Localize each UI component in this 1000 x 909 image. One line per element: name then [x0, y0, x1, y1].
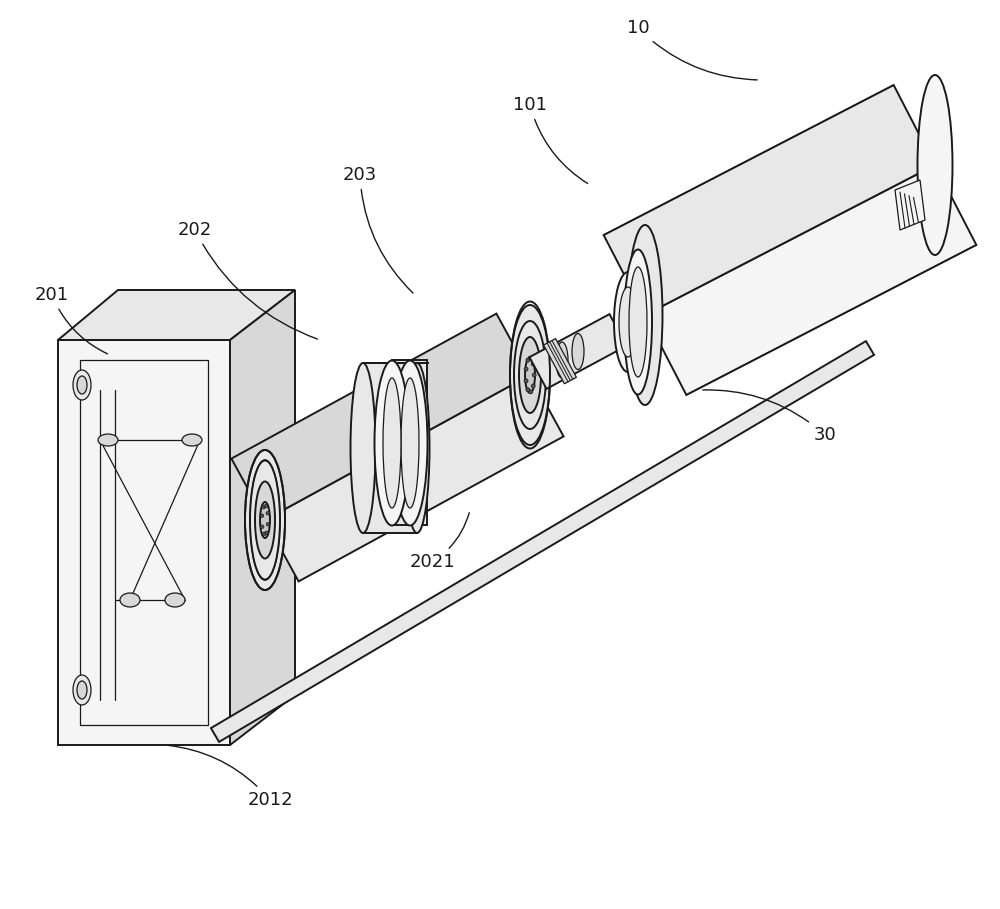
Polygon shape — [211, 341, 874, 742]
Ellipse shape — [73, 370, 91, 400]
Ellipse shape — [531, 362, 535, 366]
Polygon shape — [363, 363, 417, 533]
Ellipse shape — [262, 505, 265, 509]
Ellipse shape — [98, 434, 118, 446]
Polygon shape — [895, 180, 925, 230]
Text: 203: 203 — [343, 166, 413, 293]
Ellipse shape — [77, 681, 87, 699]
Ellipse shape — [529, 390, 533, 394]
Ellipse shape — [383, 378, 401, 508]
Ellipse shape — [374, 361, 410, 525]
Ellipse shape — [624, 249, 652, 395]
Polygon shape — [265, 375, 564, 582]
Polygon shape — [392, 360, 427, 525]
Ellipse shape — [524, 379, 528, 383]
Polygon shape — [58, 290, 295, 340]
Ellipse shape — [351, 363, 376, 533]
Ellipse shape — [532, 373, 536, 377]
Text: 2021: 2021 — [409, 513, 469, 571]
Text: 202: 202 — [178, 221, 317, 339]
Text: 10: 10 — [627, 19, 757, 80]
Ellipse shape — [265, 531, 268, 534]
Ellipse shape — [250, 461, 280, 580]
Ellipse shape — [262, 532, 266, 535]
Ellipse shape — [260, 514, 264, 517]
Polygon shape — [544, 338, 576, 384]
Polygon shape — [529, 315, 627, 389]
Polygon shape — [230, 290, 295, 745]
Ellipse shape — [255, 482, 275, 558]
Ellipse shape — [614, 272, 642, 372]
Polygon shape — [80, 360, 208, 725]
Ellipse shape — [526, 358, 530, 362]
Ellipse shape — [266, 523, 270, 526]
Ellipse shape — [629, 267, 647, 377]
Ellipse shape — [510, 305, 550, 445]
Polygon shape — [58, 340, 230, 745]
Ellipse shape — [531, 384, 535, 388]
Ellipse shape — [165, 593, 185, 607]
Ellipse shape — [401, 378, 419, 508]
Ellipse shape — [524, 367, 528, 371]
Ellipse shape — [619, 287, 637, 357]
Ellipse shape — [519, 337, 541, 413]
Polygon shape — [604, 85, 935, 315]
Ellipse shape — [245, 450, 285, 590]
Ellipse shape — [77, 376, 87, 394]
Ellipse shape — [918, 75, 952, 255]
Ellipse shape — [572, 334, 584, 369]
Ellipse shape — [526, 388, 530, 392]
Ellipse shape — [73, 675, 91, 705]
Ellipse shape — [404, 363, 430, 533]
Polygon shape — [231, 314, 530, 520]
Ellipse shape — [556, 342, 568, 378]
Ellipse shape — [529, 356, 533, 360]
Text: 101: 101 — [513, 96, 588, 184]
Ellipse shape — [392, 361, 428, 525]
Ellipse shape — [514, 321, 546, 429]
Ellipse shape — [264, 504, 268, 508]
Ellipse shape — [628, 225, 662, 405]
Text: 201: 201 — [35, 286, 107, 354]
Polygon shape — [645, 165, 976, 395]
Ellipse shape — [266, 512, 270, 515]
Text: 30: 30 — [703, 390, 836, 444]
Ellipse shape — [260, 525, 264, 528]
Text: 2012: 2012 — [168, 745, 293, 809]
Ellipse shape — [525, 357, 535, 393]
Ellipse shape — [182, 434, 202, 446]
Ellipse shape — [260, 502, 270, 538]
Ellipse shape — [120, 593, 140, 607]
